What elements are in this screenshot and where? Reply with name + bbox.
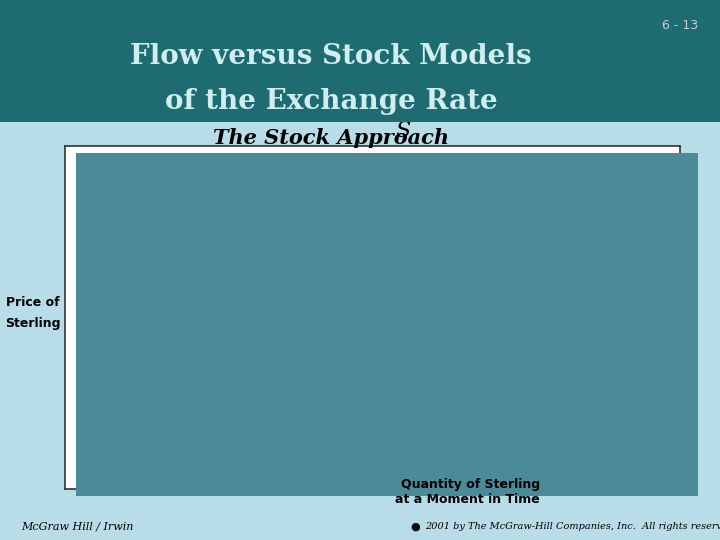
Text: D: D (634, 450, 652, 472)
Text: 6 - 13: 6 - 13 (662, 19, 698, 32)
Text: S: S (396, 120, 411, 143)
Text: 2001 by The McGraw-Hill Companies, Inc.  All rights reserved.: 2001 by The McGraw-Hill Companies, Inc. … (425, 522, 720, 531)
Text: McGraw Hill / Irwin: McGraw Hill / Irwin (22, 522, 134, 531)
Text: The Stock Approach: The Stock Approach (213, 127, 449, 148)
Text: a: a (425, 300, 436, 318)
Text: Sterling: Sterling (4, 318, 60, 330)
Text: Flow versus Stock Models: Flow versus Stock Models (130, 43, 532, 70)
Text: Price of: Price of (6, 296, 59, 309)
Text: ●: ● (410, 522, 420, 531)
Text: D: D (204, 162, 222, 184)
Text: Quantity of Sterling
at a Moment in Time: Quantity of Sterling at a Moment in Time (395, 478, 540, 506)
Text: of the Exchange Rate: of the Exchange Rate (165, 88, 498, 115)
